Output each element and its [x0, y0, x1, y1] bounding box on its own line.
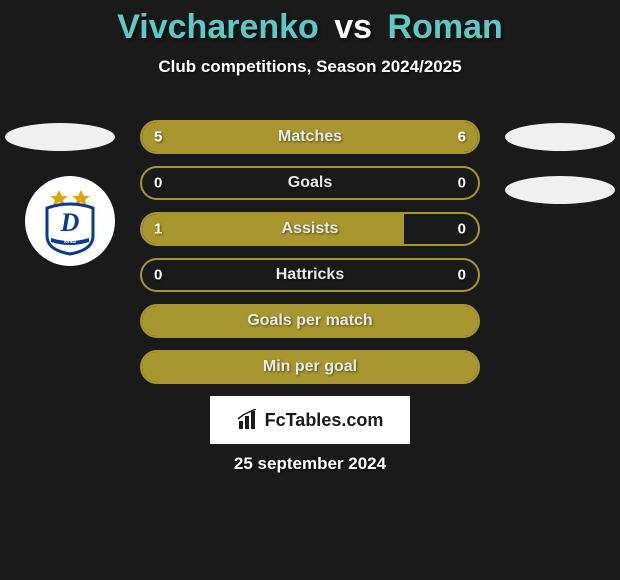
club-crest-placeholder-left-top	[5, 123, 115, 151]
bar-label: Min per goal	[142, 358, 478, 376]
player2-name: Roman	[388, 8, 503, 46]
title-vs: vs	[334, 8, 372, 46]
svg-text:КИЇВ: КИЇВ	[64, 238, 76, 245]
player1-name: Vivcharenko	[117, 8, 319, 46]
bar-row: 56Matches	[140, 120, 480, 154]
bar-row: Goals per match	[140, 304, 480, 338]
bar-label: Goals per match	[142, 312, 478, 330]
bar-label: Goals	[142, 174, 478, 192]
footer-date: 25 september 2024	[0, 454, 620, 474]
svg-text:D: D	[60, 208, 80, 237]
fctables-chart-icon	[237, 409, 259, 431]
dynamo-kyiv-icon: D КИЇВ	[35, 186, 105, 256]
comparison-bars: 56Matches 00Goals 10Assists 00Hattricks Goal…	[140, 120, 480, 396]
club-crest-placeholder-right-mid	[505, 176, 615, 204]
subtitle: Club competitions, Season 2024/2025	[0, 57, 620, 77]
footer-logo-text: FcTables.com	[265, 410, 384, 431]
bar-label: Assists	[142, 220, 478, 238]
bar-row: 10Assists	[140, 212, 480, 246]
bar-row: 00Hattricks	[140, 258, 480, 292]
infographic-container: Vivcharenko vs Roman Club competitions, …	[0, 0, 620, 580]
bar-row: 00Goals	[140, 166, 480, 200]
club-crest-placeholder-right-top	[505, 123, 615, 151]
bar-row: Min per goal	[140, 350, 480, 384]
footer-logo: FcTables.com	[210, 396, 410, 444]
title: Vivcharenko vs Roman	[0, 0, 620, 47]
bar-label: Matches	[142, 128, 478, 146]
bar-label: Hattricks	[142, 266, 478, 284]
club-crest-dynamo-kyiv: D КИЇВ	[25, 176, 115, 266]
